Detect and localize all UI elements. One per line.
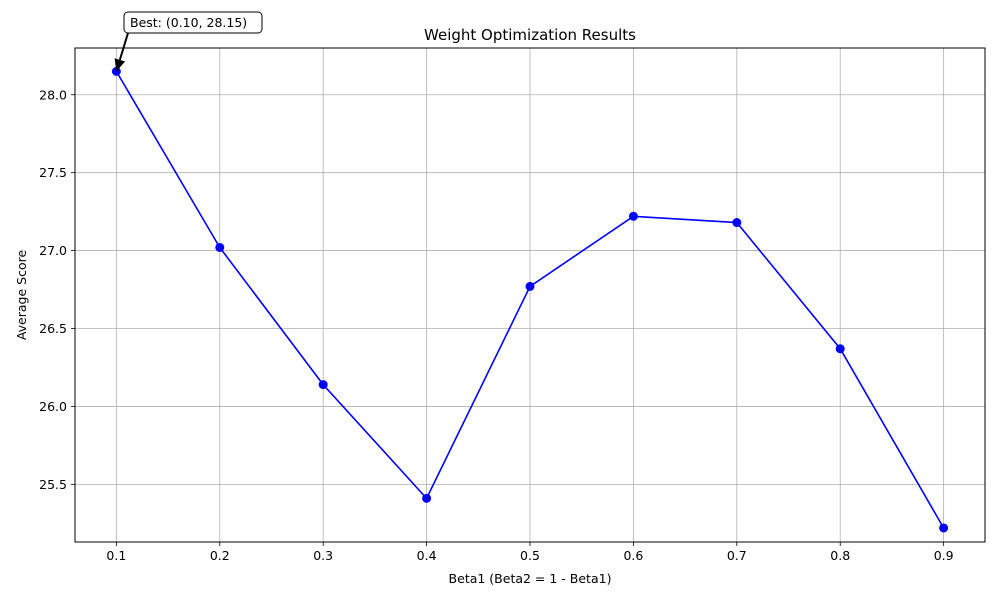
x-tick-label: 0.7 <box>727 548 747 563</box>
x-tick-label: 0.5 <box>520 548 540 563</box>
x-tick-label: 0.9 <box>934 548 954 563</box>
series-layer <box>111 66 949 533</box>
x-tick-label: 0.2 <box>210 548 230 563</box>
y-tick-label: 27.0 <box>39 243 67 258</box>
data-point <box>525 281 535 291</box>
y-axis: 25.5 26.0 26.5 27.0 27.5 28.0 <box>39 87 75 492</box>
annotation-arrow-shaft <box>118 32 129 61</box>
data-point <box>215 242 225 252</box>
data-point <box>318 380 328 390</box>
x-tick-label: 0.4 <box>417 548 437 563</box>
data-point <box>835 344 845 354</box>
data-point <box>422 493 432 503</box>
x-axis: 0.1 0.2 0.3 0.4 0.5 0.6 0.7 0.8 0.9 <box>106 542 954 563</box>
y-tick-label: 26.0 <box>39 399 67 414</box>
x-axis-label: Beta1 (Beta2 = 1 - Beta1) <box>449 571 612 586</box>
y-tick-label: 27.5 <box>39 165 67 180</box>
x-tick-label: 0.1 <box>106 548 126 563</box>
grid <box>75 48 985 542</box>
data-point <box>939 523 949 533</box>
x-tick-label: 0.6 <box>623 548 643 563</box>
x-tick-label: 0.8 <box>830 548 850 563</box>
annotation-box <box>123 11 263 34</box>
y-axis-label: Average Score <box>14 250 29 341</box>
y-tick-label: 28.0 <box>39 87 67 102</box>
chart-title: Weight Optimization Results <box>424 26 636 44</box>
annotation-text: Best: (0.10, 28.15) <box>130 15 247 30</box>
data-point <box>628 211 638 221</box>
x-tick-label: 0.3 <box>313 548 333 563</box>
annotation-layer: Best: (0.10, 28.15) <box>114 11 263 72</box>
y-tick-label: 25.5 <box>39 477 67 492</box>
y-tick-label: 26.5 <box>39 321 67 336</box>
annotation-arrow-head <box>114 58 126 72</box>
data-point <box>732 218 742 228</box>
